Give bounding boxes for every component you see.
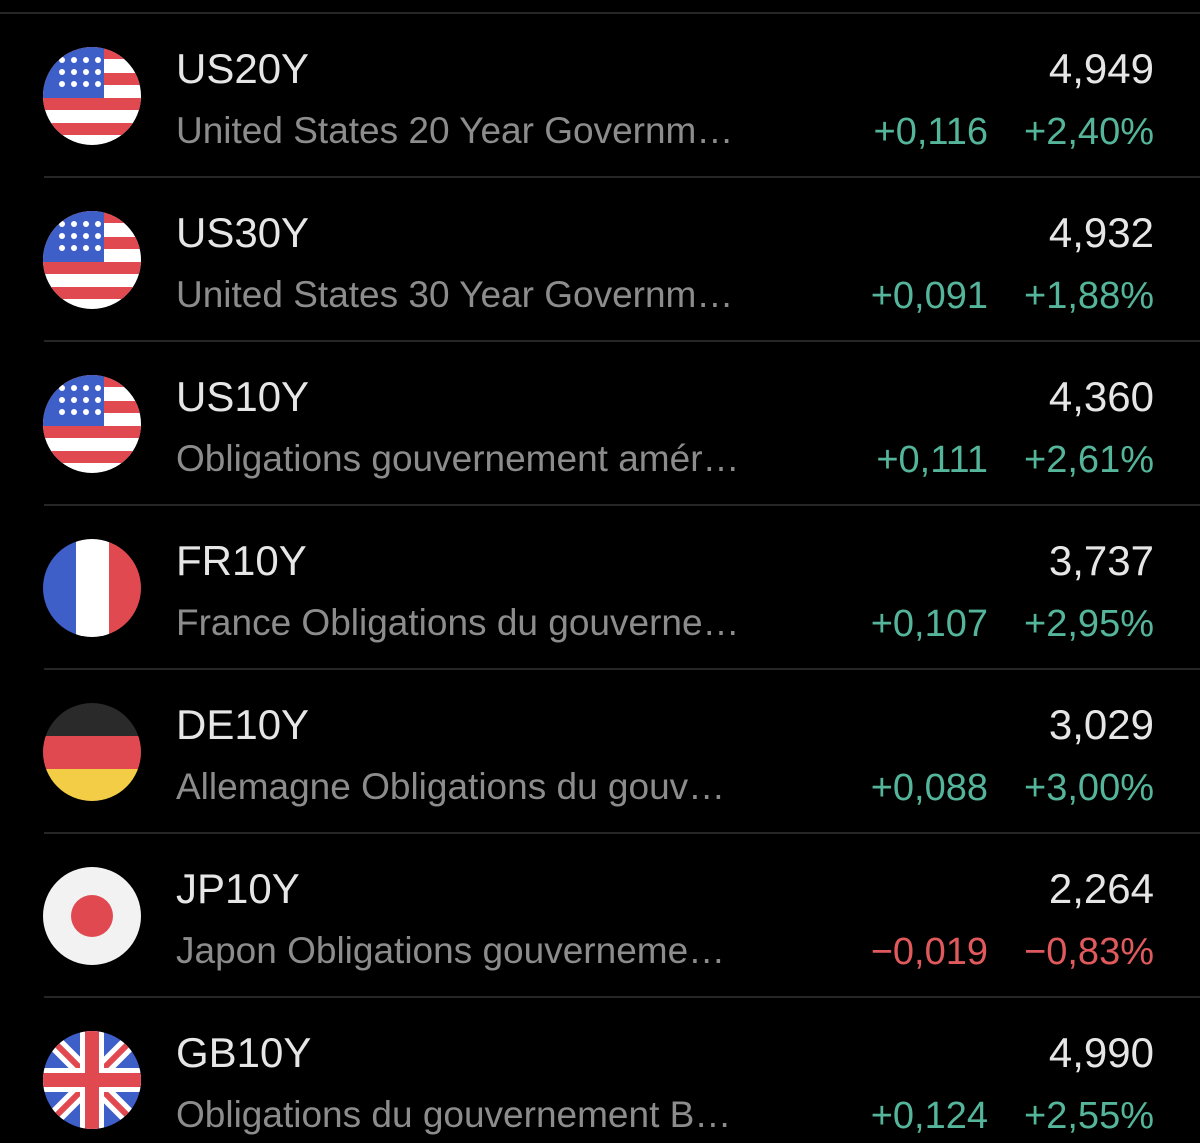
symbol: GB10Y <box>176 1029 311 1076</box>
price: 3,737 <box>1049 537 1154 584</box>
price: 4,949 <box>1049 45 1154 92</box>
flag-us <box>43 47 141 145</box>
change: +0,111 <box>876 439 988 481</box>
flag-us <box>43 375 141 473</box>
flag-jp <box>43 867 141 965</box>
flag-fr <box>43 539 141 637</box>
price: 4,932 <box>1049 209 1154 256</box>
instrument-name: Obligations gouvernement amér… <box>176 438 740 479</box>
symbol: US20Y <box>176 45 309 92</box>
flag-de <box>43 703 141 801</box>
instrument-name: Allemagne Obligations du gouv… <box>176 766 725 807</box>
change-percent: +2,61% <box>1024 439 1154 481</box>
change-percent: +2,40% <box>1024 111 1154 153</box>
change: +0,124 <box>871 1095 988 1137</box>
symbol: US30Y <box>176 209 309 256</box>
symbol: FR10Y <box>176 537 307 584</box>
change: −0,019 <box>871 931 988 973</box>
instrument-name: United States 20 Year Governm… <box>176 110 733 151</box>
change: +0,091 <box>871 275 988 317</box>
symbol: DE10Y <box>176 701 309 748</box>
change: +0,107 <box>871 603 988 645</box>
price: 2,264 <box>1049 865 1154 912</box>
change-percent: +2,55% <box>1024 1095 1154 1137</box>
price: 3,029 <box>1049 701 1154 748</box>
instrument-name: Japon Obligations gouverneme… <box>176 930 725 971</box>
change-percent: +1,88% <box>1024 275 1154 317</box>
price: 4,990 <box>1049 1029 1154 1076</box>
symbol: JP10Y <box>176 865 300 912</box>
instrument-name: France Obligations du gouverne… <box>176 602 740 643</box>
price: 4,360 <box>1049 373 1154 420</box>
symbol: US10Y <box>176 373 309 420</box>
change-percent: +2,95% <box>1024 603 1154 645</box>
change-percent: −0,83% <box>1024 931 1154 973</box>
change-percent: +3,00% <box>1024 767 1154 809</box>
change: +0,088 <box>871 767 988 809</box>
instrument-name: Obligations du gouvernement B… <box>176 1094 731 1135</box>
flag-us <box>43 211 141 309</box>
change: +0,116 <box>874 111 988 153</box>
instrument-name: United States 30 Year Governm… <box>176 274 733 315</box>
flag-gb <box>43 1031 141 1129</box>
